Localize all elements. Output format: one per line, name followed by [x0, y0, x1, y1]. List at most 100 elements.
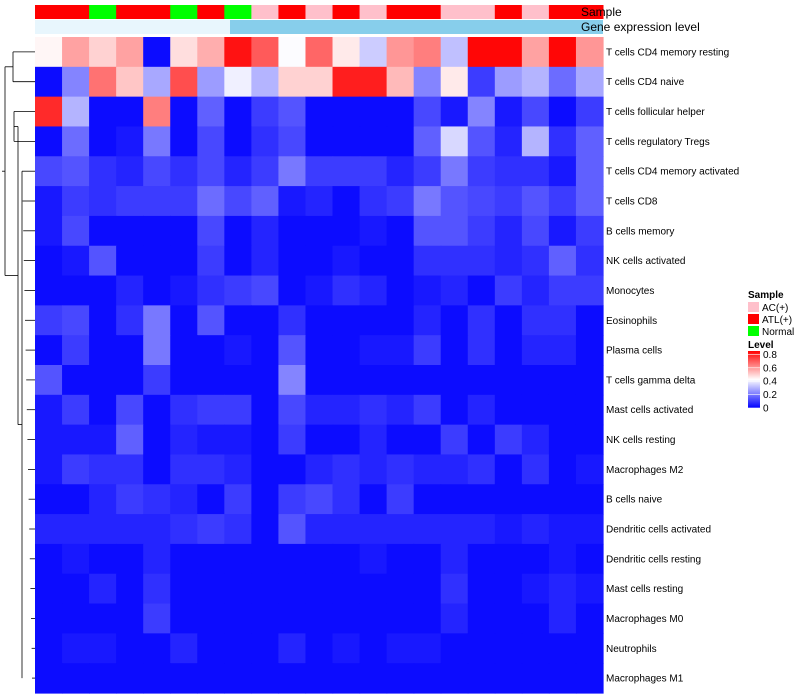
heatmap-cell: [170, 424, 198, 456]
heatmap-cell: [467, 603, 496, 634]
heatmap-cell: [89, 365, 117, 396]
heatmap-cell: [305, 514, 334, 545]
sample-annotation-cell: [35, 5, 63, 19]
heatmap-cell: [305, 365, 334, 396]
heatmap-cell: [305, 573, 334, 605]
heatmap-cell: [521, 215, 550, 247]
heatmap-cell: [89, 66, 117, 98]
heatmap-cell: [440, 514, 469, 545]
heatmap-cell: [494, 37, 523, 68]
heatmap-cell: [548, 603, 577, 634]
heatmap-cell: [62, 245, 90, 277]
heatmap-cell: [116, 365, 144, 396]
heatmap-cell: [62, 156, 90, 187]
heatmap-cell: [521, 66, 550, 98]
heatmap-cell: [35, 454, 63, 485]
heatmap-cell: [548, 275, 577, 306]
sample-annotation-cell: [143, 5, 171, 19]
level-tick-label: 0.6: [763, 363, 777, 374]
heatmap-cell: [332, 663, 361, 694]
heatmap-cell: [521, 424, 550, 456]
heatmap-cell: [89, 275, 117, 306]
heatmap-cell: [440, 66, 469, 98]
row-label: T cells CD8: [606, 197, 658, 208]
heatmap-cell: [521, 335, 550, 366]
heatmap-cell: [35, 603, 63, 634]
heatmap-cell: [116, 573, 144, 605]
heatmap-cell: [575, 365, 604, 396]
heatmap-cell: [575, 633, 604, 664]
heatmap-cell: [386, 365, 415, 396]
heatmap-cell: [359, 603, 388, 634]
heatmap-cell: [143, 454, 171, 485]
heatmap-cell: [89, 484, 117, 515]
heatmap-cell: [494, 215, 523, 247]
heatmap-cell: [35, 305, 63, 336]
heatmap-cell: [386, 454, 415, 485]
sample-annotation-cell: [575, 5, 604, 19]
heatmap-cell: [548, 215, 577, 247]
heatmap-cell: [386, 514, 415, 545]
heatmap-cell: [332, 573, 361, 605]
row-label: Macrophages M1: [606, 674, 684, 685]
row-label: T cells regulatory Tregs: [606, 137, 710, 148]
heatmap-cell: [170, 394, 198, 426]
heatmap-cell: [35, 335, 63, 366]
heatmap-cell: [197, 573, 225, 605]
heatmap-cell: [467, 275, 496, 306]
heatmap-cell: [278, 66, 307, 98]
heatmap-cell: [224, 245, 252, 277]
heatmap-cell: [62, 335, 90, 366]
heatmap-cell: [467, 573, 496, 605]
heatmap-cell: [521, 156, 550, 187]
heatmap-cell: [359, 126, 388, 157]
heatmap-cell: [467, 37, 496, 68]
heatmap-cell: [116, 394, 144, 426]
heatmap-cell: [62, 633, 90, 664]
heatmap-cell: [548, 663, 577, 694]
row-label: Dendritic cells activated: [606, 525, 711, 536]
heatmap-cell: [575, 275, 604, 306]
heatmap-cell: [116, 424, 144, 456]
heatmap-cell: [143, 335, 171, 366]
heatmap-cell: [467, 633, 496, 664]
heatmap-cell: [440, 394, 469, 426]
heatmap-cell: [62, 66, 90, 98]
heatmap-cell: [278, 484, 307, 515]
heatmap-cell: [224, 335, 252, 366]
heatmap-cell: [89, 245, 117, 277]
heatmap-cell: [332, 335, 361, 366]
heatmap-cell: [143, 66, 171, 98]
heatmap-cell: [575, 573, 604, 605]
heatmap-cell: [170, 37, 198, 68]
heatmap-cell: [224, 96, 252, 128]
heatmap-cell: [359, 633, 388, 664]
heatmap-cell: [89, 186, 117, 217]
heatmap-cell: [467, 454, 496, 485]
heatmap-cell: [467, 335, 496, 366]
sample-legend-label: ATL(+): [762, 315, 792, 326]
heatmap-cell: [89, 573, 117, 605]
heatmap-cell: [548, 37, 577, 68]
heatmap-cell: [251, 275, 280, 306]
level-tick-label: 0.2: [763, 390, 777, 401]
heatmap-cell: [197, 215, 225, 247]
heatmap-cell: [89, 603, 117, 634]
heatmap-cell: [575, 215, 604, 247]
heatmap-cell: [359, 454, 388, 485]
heatmap-cell: [170, 365, 198, 396]
heatmap-cell: [251, 186, 280, 217]
heatmap-cell: [62, 543, 90, 575]
heatmap-cell: [548, 573, 577, 605]
heatmap-cell: [35, 96, 63, 128]
heatmap-cell: [197, 663, 225, 694]
heatmap-cell: [413, 335, 442, 366]
row-label: NK cells resting: [606, 435, 675, 446]
heatmap-cell: [170, 573, 198, 605]
heatmap-cell: [305, 275, 334, 306]
heatmap-cell: [305, 96, 334, 128]
heatmap-cell: [278, 37, 307, 68]
heatmap-cell: [413, 543, 442, 575]
sample-legend-swatch: [748, 314, 759, 324]
heatmap-cell: [413, 394, 442, 426]
